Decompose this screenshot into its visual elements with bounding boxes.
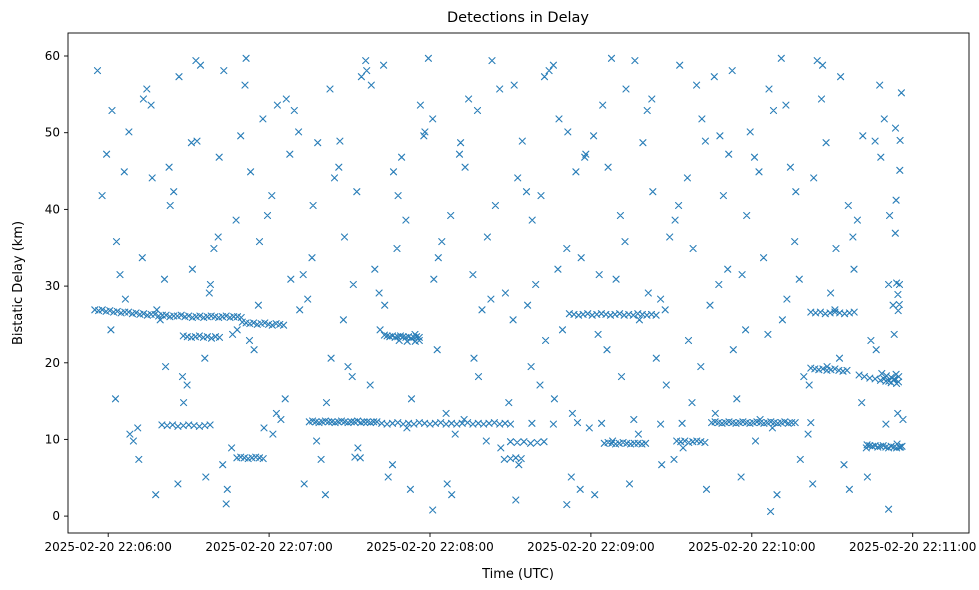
y-tick-label: 0 xyxy=(52,509,60,523)
x-tick-label: 2025-02-20 22:11:00 xyxy=(849,540,976,554)
y-tick-label: 40 xyxy=(45,202,60,216)
scatter-markers xyxy=(91,54,907,516)
y-tick-label: 50 xyxy=(45,126,60,140)
y-tick-label: 60 xyxy=(45,49,60,63)
data-points xyxy=(91,54,907,516)
y-axis-ticks: 0 10 20 30 40 50 60 xyxy=(45,49,68,523)
y-tick-label: 30 xyxy=(45,279,60,293)
x-tick-label: 2025-02-20 22:06:00 xyxy=(44,540,171,554)
y-tick-label: 10 xyxy=(45,432,60,446)
x-tick-label: 2025-02-20 22:10:00 xyxy=(688,540,815,554)
plot-area xyxy=(67,32,970,534)
y-axis-label: Bistatic Delay (km) xyxy=(11,221,26,345)
x-tick-label: 2025-02-20 22:07:00 xyxy=(205,540,332,554)
x-tick-label: 2025-02-20 22:09:00 xyxy=(527,540,654,554)
x-tick-label: 2025-02-20 22:08:00 xyxy=(366,540,493,554)
chart-title: Detections in Delay xyxy=(447,10,589,26)
y-tick-label: 20 xyxy=(45,356,60,370)
x-axis-ticks: 2025-02-20 22:06:00 2025-02-20 22:07:00 20… xyxy=(44,533,976,554)
x-axis-label: Time (UTC) xyxy=(481,567,554,582)
